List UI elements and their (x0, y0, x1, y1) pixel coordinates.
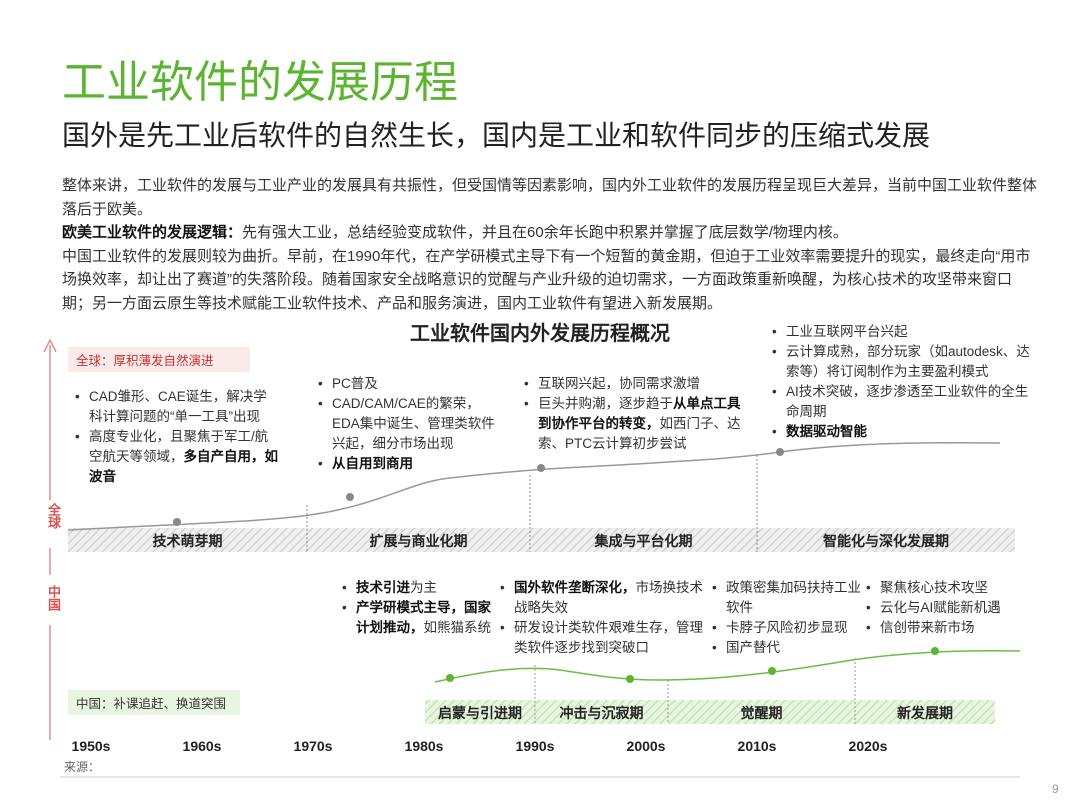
subtitle: 国外是先工业后软件的自然生长，国内是工业和软件同步的压缩式发展 (62, 120, 931, 151)
bullet: 从自用到商用 (318, 454, 503, 474)
bullet: CAD/CAM/CAE的繁荣，EDA集中诞生、管理类软件兴起，细分市场出现 (318, 394, 503, 454)
text-run: 工业互联网平台兴起 (786, 324, 908, 339)
phase-label: 智能化与深化发展期 (823, 533, 949, 549)
text-run: 欧美工业软件的发展逻辑： (62, 224, 243, 241)
text-run: 从单点工具到协作平台的转变， (538, 396, 741, 431)
paragraph: 中国工业软件的发展则较为曲折。早前，在1990年代，在产学研模式主导下有一个短暂… (62, 245, 1037, 316)
region-tag: 全球：厚积薄发自然演进 (68, 347, 250, 372)
text-run: 聚焦核心技术攻坚 (880, 580, 988, 595)
phase-label: 集成与平台化期 (594, 533, 693, 549)
bullet: 高度专业化，且聚焦于军工/航空航天等领域，多自产自用，如波音 (75, 427, 280, 487)
bullet: 云化与AI赋能新机遇 (866, 598, 1041, 618)
region-tag: 中国：补课追赶、换道突围 (68, 690, 240, 715)
decade-label: 1960s (182, 738, 222, 754)
bullet: 巨头并购潮，逐步趋于从单点工具到协作平台的转变，如西门子、达索、PTC云计算初步… (524, 394, 746, 454)
text-run: CAD/CAM/CAE的繁荣，EDA集中诞生、管理类软件兴起，细分市场出现 (332, 396, 495, 451)
phase-label: 新发展期 (897, 705, 953, 721)
note-column: 工业互联网平台兴起云计算成熟，部分玩家（如autodesk、达索等）将订阅制作为… (772, 322, 1030, 442)
bullet: 技术引进为主 (342, 578, 492, 598)
note-column: 政策密集加码扶持工业软件卡脖子风险初步显现国产替代 (712, 578, 867, 658)
region-label: 中国 (44, 582, 63, 614)
text-run: AI技术突破，逐步渗透至工业软件的全生命周期 (786, 384, 1029, 419)
text-run: 中国工业软件的发展则较为曲折。早前，在1990年代，在产学研模式主导下有一个短暂… (62, 247, 1031, 312)
phase-label: 启蒙与引进期 (438, 705, 522, 721)
text-run: 数据驱动智能 (786, 424, 867, 439)
bullet: AI技术突破，逐步渗透至工业软件的全生命周期 (772, 382, 1030, 422)
bullet: 国产替代 (712, 638, 867, 658)
bullet: 信创带来新市场 (866, 618, 1041, 638)
text-run: 云化与AI赋能新机遇 (880, 600, 1001, 615)
bullet: 工业互联网平台兴起 (772, 322, 1030, 342)
note-column: PC普及 CAD/CAM/CAE的繁荣，EDA集中诞生、管理类软件兴起，细分市场出… (318, 374, 503, 474)
text-run: 市场换技术战略失效 (514, 580, 703, 615)
bullet: CAD雏形、CAE诞生，解决学科计算问题的“单一工具”出现 (75, 387, 280, 427)
intro: 整体来讲，工业软件的发展与工业产业的发展具有共振性，但受国情等因素影响，国内外工… (62, 174, 1037, 315)
source: 来源： (64, 760, 101, 774)
text-run: 如熊猫系统 (423, 620, 492, 635)
note-column: 聚焦核心技术攻坚云化与AI赋能新机遇信创带来新市场 (866, 578, 1041, 638)
text-run: 政策密集加码扶持工业软件 (726, 580, 861, 615)
decade-label: 2010s (737, 738, 777, 754)
text-run: 从自用到商用 (332, 456, 413, 471)
text-run: 技术引进 (356, 580, 410, 595)
text-run: 国产替代 (726, 640, 780, 655)
text-run: 为主 (410, 580, 437, 595)
phase-label: 冲击与沉寂期 (559, 705, 644, 721)
phase-label: 觉醒期 (740, 705, 783, 721)
bullet: 云计算成熟，部分玩家（如autodesk、达索等）将订阅制作为主要盈利模式 (772, 342, 1030, 382)
text-run: PC普及 (332, 376, 378, 391)
paragraph: 整体来讲，工业软件的发展与工业产业的发展具有共振性，但受国情等因素影响，国内外工… (62, 174, 1037, 221)
note-column: 互联网兴起，协同需求激增巨头并购潮，逐步趋于从单点工具到协作平台的转变，如西门子… (524, 374, 746, 454)
paragraph: 欧美工业软件的发展逻辑：先有强大工业，总结经验变成软件，并且在60余年长跑中积累… (62, 221, 1037, 245)
text-run: 如西门子、达索、PTC云计算初步尝试 (538, 416, 741, 451)
text-run: 产学研模式主导，国家计划推动， (356, 600, 491, 635)
bullet: 数据驱动智能 (772, 422, 1030, 442)
decade-label: 2020s (848, 738, 888, 754)
text-run: 先有强大工业，总结经验变成软件，并且在60余年长跑中积累并掌握了底层数学/物理内… (242, 224, 848, 241)
text-run: 整体来讲，工业软件的发展与工业产业的发展具有共振性，但受国情等因素影响，国内外工… (62, 177, 1038, 218)
diagram-title: 工业软件国内外发展历程概况 (410, 323, 670, 345)
decade-label: 1980s (404, 738, 444, 754)
decade-label: 1950s (71, 738, 111, 754)
note-column: 技术引进为主产学研模式主导，国家计划推动，如熊猫系统 (342, 578, 492, 638)
text-run: 云计算成熟，部分玩家（如autodesk、达索等）将订阅制作为主要盈利模式 (786, 344, 1030, 379)
bullet: 聚焦核心技术攻坚 (866, 578, 1041, 598)
bullet: 政策密集加码扶持工业软件 (712, 578, 867, 618)
text-run: 信创带来新市场 (880, 620, 975, 635)
text-run: 国外软件垄断深化， (514, 580, 636, 595)
text-run: 巨头并购潮，逐步趋于 (538, 396, 673, 411)
note-column: 国外软件垄断深化，市场换技术战略失效研发设计类软件艰难生存，管理类软件逐步找到突… (500, 578, 705, 658)
bullet: PC普及 (318, 374, 503, 394)
bullet: 国外软件垄断深化，市场换技术战略失效 (500, 578, 705, 618)
decade-label: 2000s (626, 738, 666, 754)
bullet: 互联网兴起，协同需求激增 (524, 374, 746, 394)
text-run: 卡脖子风险初步显现 (726, 620, 848, 635)
bullet: 研发设计类软件艰难生存，管理类软件逐步找到突破口 (500, 618, 705, 658)
text-run: 互联网兴起，协同需求激增 (538, 376, 700, 391)
phase-label: 技术萌芽期 (152, 533, 223, 549)
page-number: 9 (1052, 782, 1059, 796)
text-run: 多自产自用，如波音 (89, 449, 278, 484)
phase-label: 扩展与商业化期 (369, 533, 468, 549)
note-column: CAD雏形、CAE诞生，解决学科计算问题的“单一工具”出现高度专业化，且聚焦于军… (75, 387, 280, 487)
text-run: 高度专业化，且聚焦于军工/航空航天等领域， (89, 429, 269, 464)
decade-label: 1990s (515, 738, 555, 754)
title: 工业软件的发展历程 (62, 58, 458, 107)
text-run: 研发设计类软件艰难生存，管理类软件逐步找到突破口 (514, 620, 703, 655)
bullet: 产学研模式主导，国家计划推动，如熊猫系统 (342, 598, 492, 638)
bullet: 卡脖子风险初步显现 (712, 618, 867, 638)
text-run: CAD雏形、CAE诞生，解决学科计算问题的“单一工具”出现 (89, 389, 267, 424)
decade-label: 1970s (293, 738, 333, 754)
region-label: 全球 (44, 500, 63, 532)
